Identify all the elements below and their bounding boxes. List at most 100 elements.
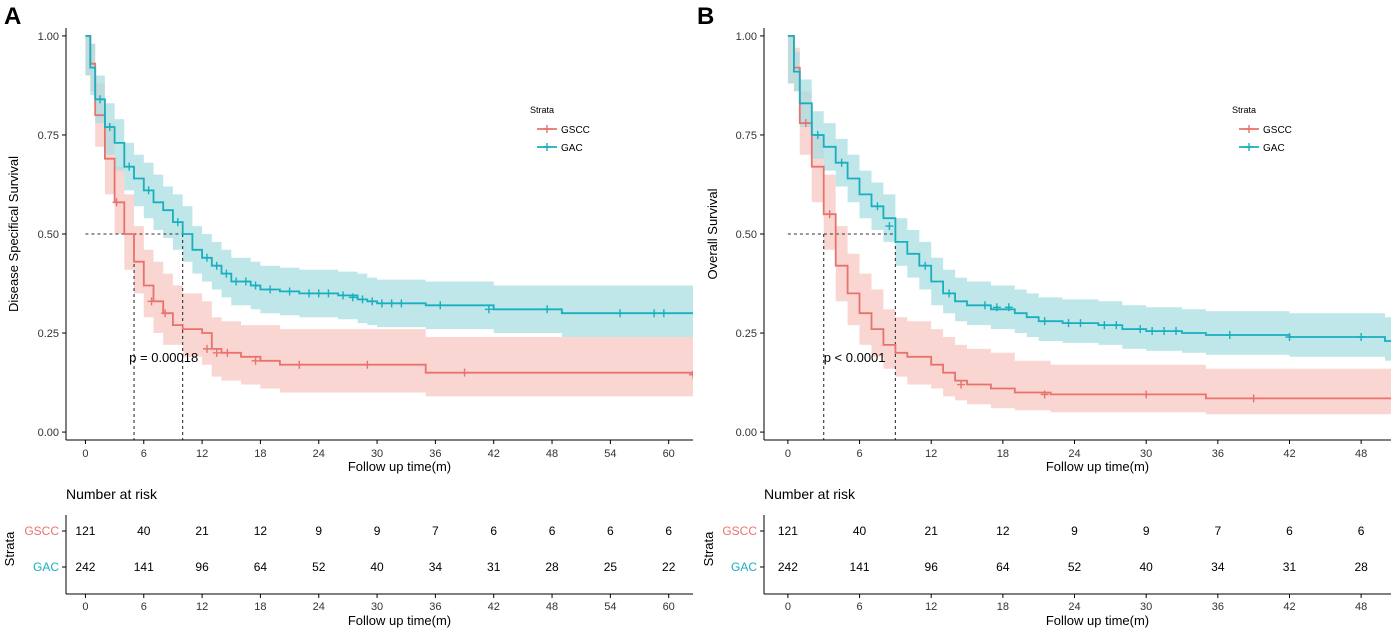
censor-mark-gscc bbox=[801, 119, 810, 128]
censor-mark-gac bbox=[232, 277, 241, 286]
censor-mark-gscc bbox=[295, 360, 304, 369]
legend-label-gscc: GSCC bbox=[1263, 125, 1292, 136]
censor-mark-gscc bbox=[161, 309, 170, 318]
y-tick-label: 0.75 bbox=[736, 130, 757, 142]
risk-row-label-gac: GAC bbox=[731, 560, 757, 574]
y-tick-label: 0.50 bbox=[38, 229, 59, 241]
ci-band-gac bbox=[787, 35, 1391, 361]
y-tick-label: 0.00 bbox=[736, 427, 757, 439]
risk-count: 9 bbox=[1071, 524, 1078, 538]
censor-mark-gac bbox=[387, 299, 396, 308]
risk-x-tick-label: 54 bbox=[604, 601, 616, 613]
y-tick-label: 0.25 bbox=[736, 328, 757, 340]
censor-mark-gac bbox=[1112, 321, 1121, 330]
censor-mark-gac bbox=[105, 123, 114, 132]
risk-x-tick-label: 36 bbox=[1212, 601, 1224, 613]
risk-x-tick-label: 30 bbox=[1140, 601, 1152, 613]
survival-curve-gscc bbox=[85, 35, 693, 375]
risk-table: Number at risk Strata GSCC 121 40 21 12 9 9 7 6 6 6 6… bbox=[2, 486, 693, 628]
risk-x-tick-label: 42 bbox=[1283, 601, 1295, 613]
plot-area bbox=[85, 35, 693, 440]
risk-count: 121 bbox=[778, 524, 798, 538]
legend: Strata GSCC GAC bbox=[530, 105, 590, 154]
risk-strata-label: Strata bbox=[701, 531, 716, 566]
legend-censor-gscc bbox=[543, 125, 551, 133]
risk-count: 6 bbox=[1286, 524, 1293, 538]
risk-count: 141 bbox=[134, 560, 154, 574]
risk-count: 12 bbox=[996, 524, 1010, 538]
risk-count: 6 bbox=[607, 524, 614, 538]
censor-mark-gscc bbox=[112, 198, 121, 207]
x-tick-label: 48 bbox=[1355, 448, 1367, 460]
risk-x-tick-label: 6 bbox=[856, 601, 862, 613]
x-tick-label: 36 bbox=[429, 448, 441, 460]
risk-x-tick-label: 30 bbox=[371, 601, 383, 613]
risk-count: 96 bbox=[195, 560, 209, 574]
censor-mark-gac bbox=[885, 222, 894, 231]
censor-mark-gac bbox=[1172, 327, 1181, 336]
censor-mark-gac bbox=[1357, 333, 1366, 341]
risk-x-tick-label: 24 bbox=[1068, 601, 1080, 613]
x-tick-label: 18 bbox=[997, 448, 1009, 460]
x-tick-label: 18 bbox=[254, 448, 266, 460]
legend-label-gscc: GSCC bbox=[561, 125, 590, 136]
ci-band-gscc bbox=[85, 35, 693, 397]
risk-count: 12 bbox=[254, 524, 268, 538]
censor-mark-gac bbox=[1076, 319, 1085, 328]
x-tick-label: 30 bbox=[371, 448, 383, 460]
risk-count: 34 bbox=[429, 560, 443, 574]
risk-x-tick-label: 0 bbox=[82, 601, 88, 613]
risk-count: 6 bbox=[490, 524, 497, 538]
censor-mark-gac bbox=[1225, 331, 1234, 340]
censor-mark-gac bbox=[202, 253, 211, 262]
censor-mark-gscc bbox=[147, 297, 156, 306]
censor-mark-gac bbox=[1004, 303, 1013, 312]
censor-mark-gscc bbox=[957, 380, 966, 389]
censor-mark-gac bbox=[144, 186, 153, 195]
risk-count: 21 bbox=[925, 524, 939, 538]
risk-count: 40 bbox=[853, 524, 867, 538]
panel-label: A bbox=[4, 3, 21, 30]
legend-censor-gscc bbox=[1245, 125, 1253, 133]
risk-x-tick-label: 48 bbox=[546, 601, 558, 613]
censor-mark-gscc bbox=[1142, 390, 1151, 399]
censor-mark-gscc bbox=[363, 360, 372, 369]
censor-mark-gscc bbox=[223, 348, 232, 357]
y-axis-label: Overall Survival bbox=[705, 188, 720, 279]
risk-count: 64 bbox=[996, 560, 1010, 574]
risk-count: 96 bbox=[925, 560, 939, 574]
censor-mark-gac bbox=[251, 281, 260, 290]
risk-x-tick-label: 0 bbox=[785, 601, 791, 613]
risk-count: 6 bbox=[549, 524, 556, 538]
risk-count: 25 bbox=[604, 560, 618, 574]
risk-count: 40 bbox=[1139, 560, 1153, 574]
legend: Strata GSCC GAC bbox=[1232, 105, 1292, 154]
censor-mark-gac bbox=[1148, 327, 1157, 336]
risk-x-axis-label: Follow up time(m) bbox=[348, 613, 451, 628]
censor-mark-gac bbox=[314, 289, 323, 298]
risk-row-label-gac: GAC bbox=[33, 560, 59, 574]
censor-mark-gac bbox=[992, 303, 1001, 312]
risk-strata-label: Strata bbox=[2, 531, 17, 566]
risk-count: 31 bbox=[1283, 560, 1297, 574]
x-tick-label: 24 bbox=[313, 448, 325, 460]
risk-count: 64 bbox=[254, 560, 268, 574]
risk-count: 242 bbox=[75, 560, 95, 574]
censor-mark-gscc bbox=[689, 370, 693, 379]
x-tick-label: 12 bbox=[196, 448, 208, 460]
censor-mark-gac bbox=[305, 289, 314, 298]
censor-mark-gac bbox=[285, 287, 294, 296]
x-tick-label: 6 bbox=[141, 448, 147, 460]
risk-x-tick-label: 36 bbox=[429, 601, 441, 613]
censor-mark-gscc bbox=[212, 348, 221, 357]
x-axis-label: Follow up time(m) bbox=[348, 459, 451, 474]
censor-mark-gac bbox=[650, 309, 659, 318]
censor-mark-gac bbox=[266, 285, 275, 294]
y-tick-label: 0.25 bbox=[38, 328, 59, 340]
panel-label: B bbox=[697, 3, 714, 30]
risk-count: 141 bbox=[850, 560, 870, 574]
risk-count: 52 bbox=[312, 560, 326, 574]
censor-mark-gac bbox=[616, 309, 625, 318]
censor-mark-gac bbox=[358, 295, 367, 304]
